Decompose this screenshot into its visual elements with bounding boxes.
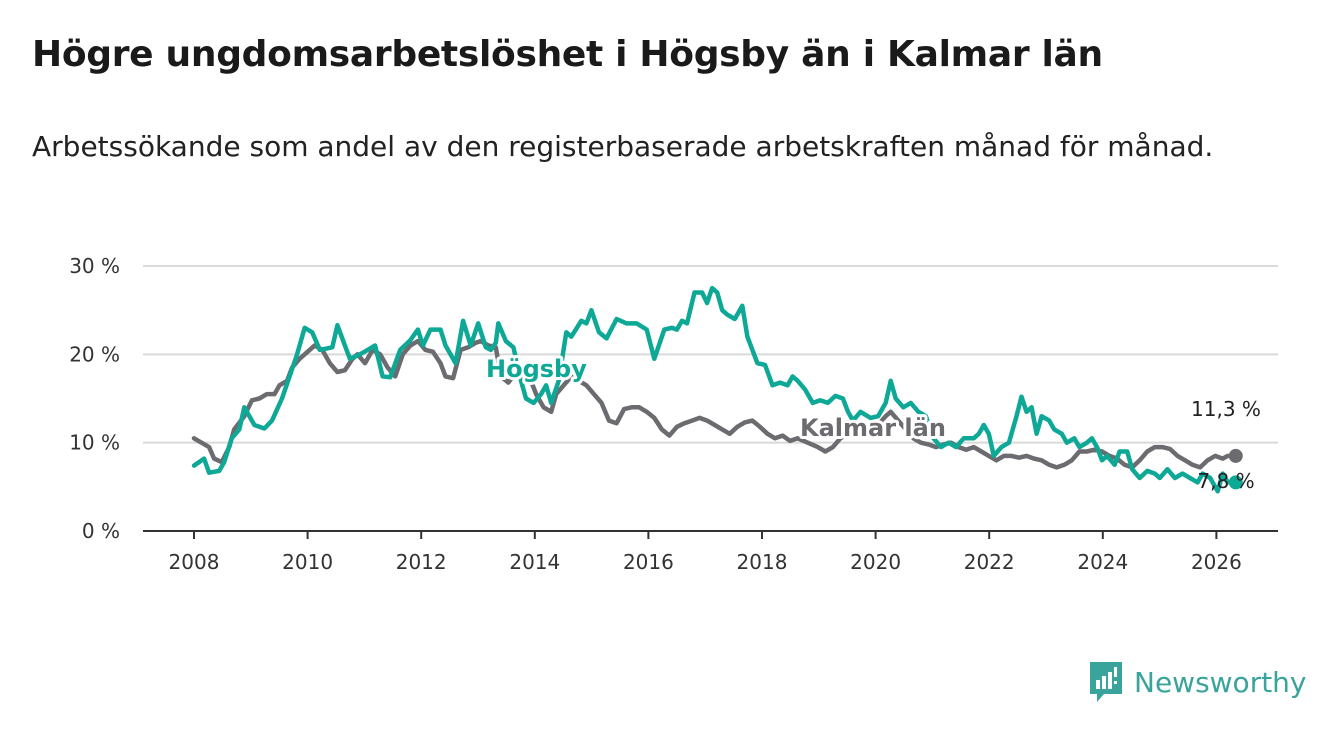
x-tick-label-2022: 2022	[964, 550, 1015, 574]
series-line-kalmar	[191, 338, 1231, 470]
newsworthy-logo-icon	[1090, 662, 1122, 702]
x-axis-ticks: 2008 2010 2012 2014 2016 2018 2020 2022 2024 2026	[169, 531, 1242, 574]
y-tick-label-30: 30 %	[69, 254, 120, 278]
chart-title: Högre ungdomsarbetslöshet i Högsby än i …	[32, 34, 1103, 75]
x-tick-label-2014: 2014	[509, 550, 560, 574]
gridlines	[143, 265, 1278, 532]
x-tick-label-2010: 2010	[282, 550, 333, 574]
brand-name: Newsworthy	[1134, 665, 1307, 699]
chart-subtitle: Arbetssökande som andel av den registerb…	[32, 130, 1214, 163]
series-label-hogsby: Högsby	[486, 355, 587, 383]
x-tick-label-2020: 2020	[850, 550, 901, 574]
y-tick-label-20: 20 %	[69, 342, 120, 366]
x-tick-label-2012: 2012	[396, 550, 447, 574]
end-label-kalmar: 7,8 %	[1197, 469, 1254, 493]
x-tick-label-2018: 2018	[737, 550, 788, 574]
x-tick-label-2016: 2016	[623, 550, 674, 574]
series-lines	[191, 285, 1243, 494]
end-label-hogsby: 11,3 %	[1191, 397, 1261, 421]
series-endpoint-kalmar	[1228, 448, 1243, 463]
x-tick-label-2026: 2026	[1191, 550, 1242, 574]
x-tick-label-2008: 2008	[169, 550, 220, 574]
y-axis-ticks: 0 % 10 % 20 % 30 %	[69, 254, 120, 543]
series-labels: Högsby Kalmar län 11,3 % 7,8 %	[483, 352, 1261, 493]
x-tick-label-2024: 2024	[1077, 550, 1128, 574]
y-tick-label-0: 0 %	[82, 519, 120, 543]
series-endpoint-hogsby	[1228, 475, 1243, 490]
y-tick-label-10: 10 %	[69, 431, 120, 455]
newsworthy-logo: Newsworthy	[1088, 660, 1307, 704]
series-label-kalmar: Kalmar län	[800, 414, 946, 442]
series-line-hogsby	[191, 285, 1231, 494]
